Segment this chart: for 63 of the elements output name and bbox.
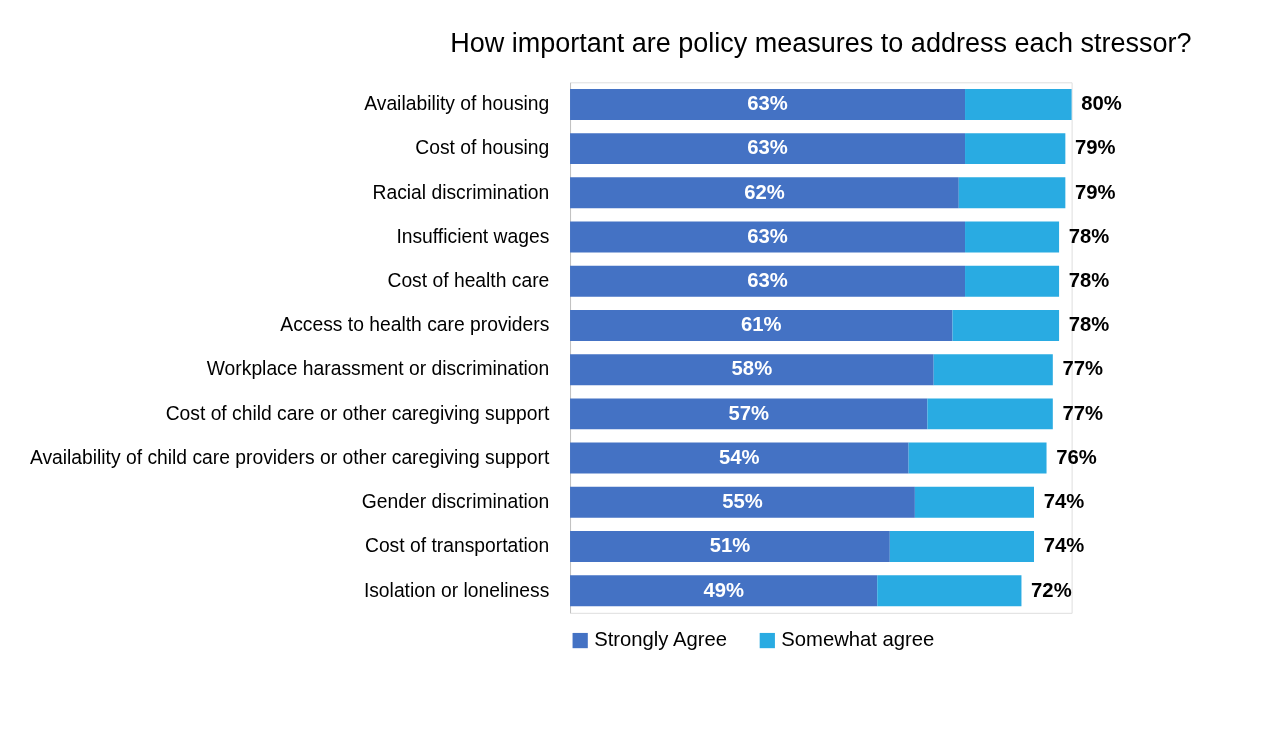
chart-title: How important are policy measures to address each stressor? [450,28,1192,59]
total-label: 79% [1075,136,1116,159]
total-label: 77% [1062,357,1103,380]
y-tick-label: Availability of child care providers or other caregiving support [29,446,550,468]
bar [570,531,890,562]
bar [570,398,928,430]
bar [570,265,966,297]
bar [965,265,1060,297]
total-label: 74% [1043,534,1085,557]
bar [877,575,1022,607]
total-label: 79% [1075,180,1116,203]
total-label: 76% [1056,445,1097,468]
bar [570,354,934,386]
total-label: 80% [1081,92,1122,115]
y-tick-label: Racial discrimination [372,181,550,203]
legend-label: Strongly Agree [594,628,728,651]
y-tick-label: Cost of health care [387,270,550,292]
total-label: 78% [1068,269,1110,292]
data-label: 63% [747,269,788,292]
bar [965,88,1072,120]
bar [570,133,966,165]
y-tick-label: Workplace harassment or discrimination [206,358,550,380]
data-label: 62% [744,180,785,203]
bar [570,88,966,120]
bar [570,442,909,474]
data-label: 63% [747,224,788,247]
legend-label: Somewhat agree [781,628,935,651]
bar [570,310,953,341]
bar [965,221,1060,253]
data-label: 61% [741,313,782,336]
bar [570,486,915,518]
bar [889,531,1034,562]
y-tick-label: Availability of housing [364,93,550,115]
bar [570,575,878,607]
total-label: 77% [1062,401,1103,424]
bar [908,442,1047,474]
data-label: 55% [722,490,763,513]
y-tick-label: Cost of transportation [364,535,550,557]
bar [958,177,1066,209]
bar [965,133,1066,165]
data-label: 63% [747,92,788,115]
data-label: 57% [728,401,769,424]
bar [570,177,959,209]
y-tick-label: Insufficient wages [396,225,550,247]
data-label: 54% [719,445,760,468]
total-label: 78% [1068,313,1110,336]
data-label: 63% [747,136,788,159]
bar [952,310,1060,341]
data-label: 49% [703,578,744,601]
y-tick-label: Access to health care providers [280,314,550,336]
y-tick-label: Isolation or loneliness [363,579,550,601]
data-label: 51% [709,534,751,557]
y-tick-label: Cost of housing [415,137,550,159]
y-tick-label: Gender discrimination [361,491,550,513]
data-label: 58% [731,357,773,380]
bar [927,398,1053,430]
bar [914,486,1034,518]
total-label: 72% [1031,578,1072,601]
total-label: 78% [1068,224,1110,247]
y-tick-label: Cost of child care or other caregiving support [165,402,550,424]
bar [570,221,966,253]
bar [933,354,1053,386]
total-label: 74% [1043,490,1085,513]
